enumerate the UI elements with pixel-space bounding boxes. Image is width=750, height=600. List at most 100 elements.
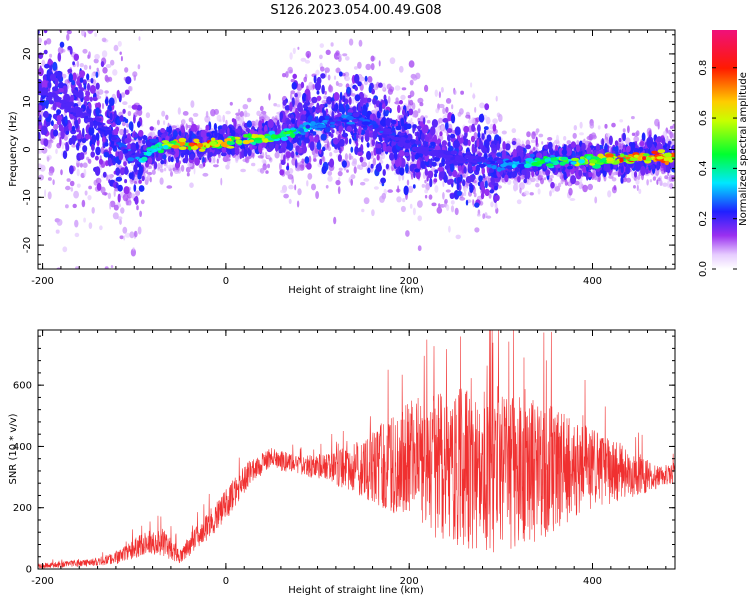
heatmap-cell <box>375 147 382 155</box>
heatmap-cell <box>160 159 165 165</box>
heatmap-cell <box>498 114 503 122</box>
heatmap-cell <box>265 116 270 121</box>
heatmap-cell <box>462 138 469 146</box>
heatmap-cell <box>445 121 449 131</box>
heatmap-cell <box>95 71 99 78</box>
heatmap-cell <box>133 133 138 138</box>
heatmap-cell <box>563 136 567 141</box>
heatmap-cell <box>605 133 611 138</box>
heatmap-cell <box>267 163 270 169</box>
heatmap-cell <box>55 229 60 234</box>
heatmap-cell <box>444 198 448 204</box>
heatmap-cell <box>486 215 492 219</box>
heatmap-cell <box>379 195 385 203</box>
heatmap-cell <box>633 185 636 189</box>
heatmap-cell <box>141 175 145 182</box>
heatmap-cell <box>354 94 361 102</box>
heatmap-cell <box>350 93 356 97</box>
heatmap-cell <box>516 182 519 191</box>
heatmap-cell <box>163 167 167 172</box>
heatmap-cell <box>287 174 294 180</box>
heatmap-cell <box>585 171 589 181</box>
heatmap-cell <box>73 190 79 199</box>
heatmap-cell <box>79 63 85 68</box>
heatmap-cell <box>357 105 362 112</box>
heatmap-cell <box>52 102 57 111</box>
heatmap-cell <box>87 30 94 35</box>
heatmap-cell <box>285 170 290 176</box>
heatmap-cell <box>549 149 554 155</box>
heatmap-cell <box>372 157 376 166</box>
heatmap-cell <box>125 129 129 134</box>
heatmap-cell <box>381 151 386 160</box>
heatmap-cell <box>134 230 138 238</box>
heatmap-cell <box>663 164 666 173</box>
heatmap-cell <box>431 202 437 207</box>
heatmap-cell <box>74 219 79 228</box>
heatmap-cell <box>163 120 166 125</box>
heatmap-cell <box>509 151 512 155</box>
heatmap-cell <box>389 57 396 65</box>
heatmap-cell <box>434 89 438 97</box>
heatmap-cell <box>95 107 100 116</box>
heatmap-cell <box>320 66 325 72</box>
heatmap-cell <box>292 138 298 144</box>
heatmap-cell <box>229 101 233 106</box>
heatmap-cell <box>63 16 65 22</box>
heatmap-cell <box>530 139 536 143</box>
heatmap-cell <box>91 143 95 152</box>
heatmap-cell <box>135 190 141 196</box>
heatmap-cell <box>132 71 138 78</box>
heatmap-cell <box>405 163 409 174</box>
heatmap-cell <box>494 194 500 201</box>
heatmap-cell <box>569 198 576 201</box>
heatmap-cell <box>333 92 340 101</box>
heatmap-cell <box>133 184 137 192</box>
heatmap-cell <box>316 90 320 95</box>
heatmap-cell <box>309 128 314 134</box>
heatmap-cell <box>472 92 475 100</box>
heatmap-cell <box>664 175 669 180</box>
heatmap-cell <box>367 76 373 83</box>
heatmap-cell <box>258 143 263 154</box>
heatmap-cell <box>59 136 62 147</box>
heatmap-cell <box>296 200 300 208</box>
heatmap-cell <box>333 149 339 154</box>
heatmap-cell <box>538 133 544 138</box>
heatmap-cell <box>360 181 366 186</box>
heatmap-cell <box>60 169 63 176</box>
heatmap-cell <box>87 195 92 201</box>
heatmap-cell <box>319 54 323 60</box>
heatmap-cell <box>72 89 78 94</box>
heatmap-cell <box>385 117 391 127</box>
heatmap-cell <box>316 95 322 101</box>
heatmap-cell <box>652 176 657 181</box>
heatmap-cell <box>94 155 99 161</box>
heatmap-cell <box>108 76 113 82</box>
heatmap-cell <box>292 73 298 79</box>
heatmap-cell <box>243 110 248 118</box>
heatmap-cell <box>619 119 624 123</box>
heatmap-cell <box>119 167 125 176</box>
heatmap-cell <box>123 235 126 241</box>
heatmap-cell <box>457 190 462 196</box>
heatmap-cell <box>205 110 209 119</box>
heatmap-cell <box>517 176 521 183</box>
heatmap-cell <box>406 123 412 130</box>
heatmap-cell <box>282 99 287 106</box>
heatmap-cell <box>297 46 300 50</box>
heatmap-cell <box>319 158 323 166</box>
heatmap-cell <box>601 138 605 147</box>
heatmap-cell <box>417 215 423 222</box>
heatmap-cell <box>469 184 474 193</box>
heatmap-cell <box>463 167 467 174</box>
heatmap-cell <box>530 177 536 183</box>
heatmap-cell <box>49 5 55 11</box>
heatmap-cell <box>162 153 167 160</box>
heatmap-cell <box>142 139 146 145</box>
heatmap-cell <box>408 60 415 68</box>
heatmap-cell <box>83 217 86 223</box>
heatmap-cell <box>439 131 443 137</box>
heatmap-cell <box>308 155 312 164</box>
heatmap-cell <box>496 152 503 157</box>
